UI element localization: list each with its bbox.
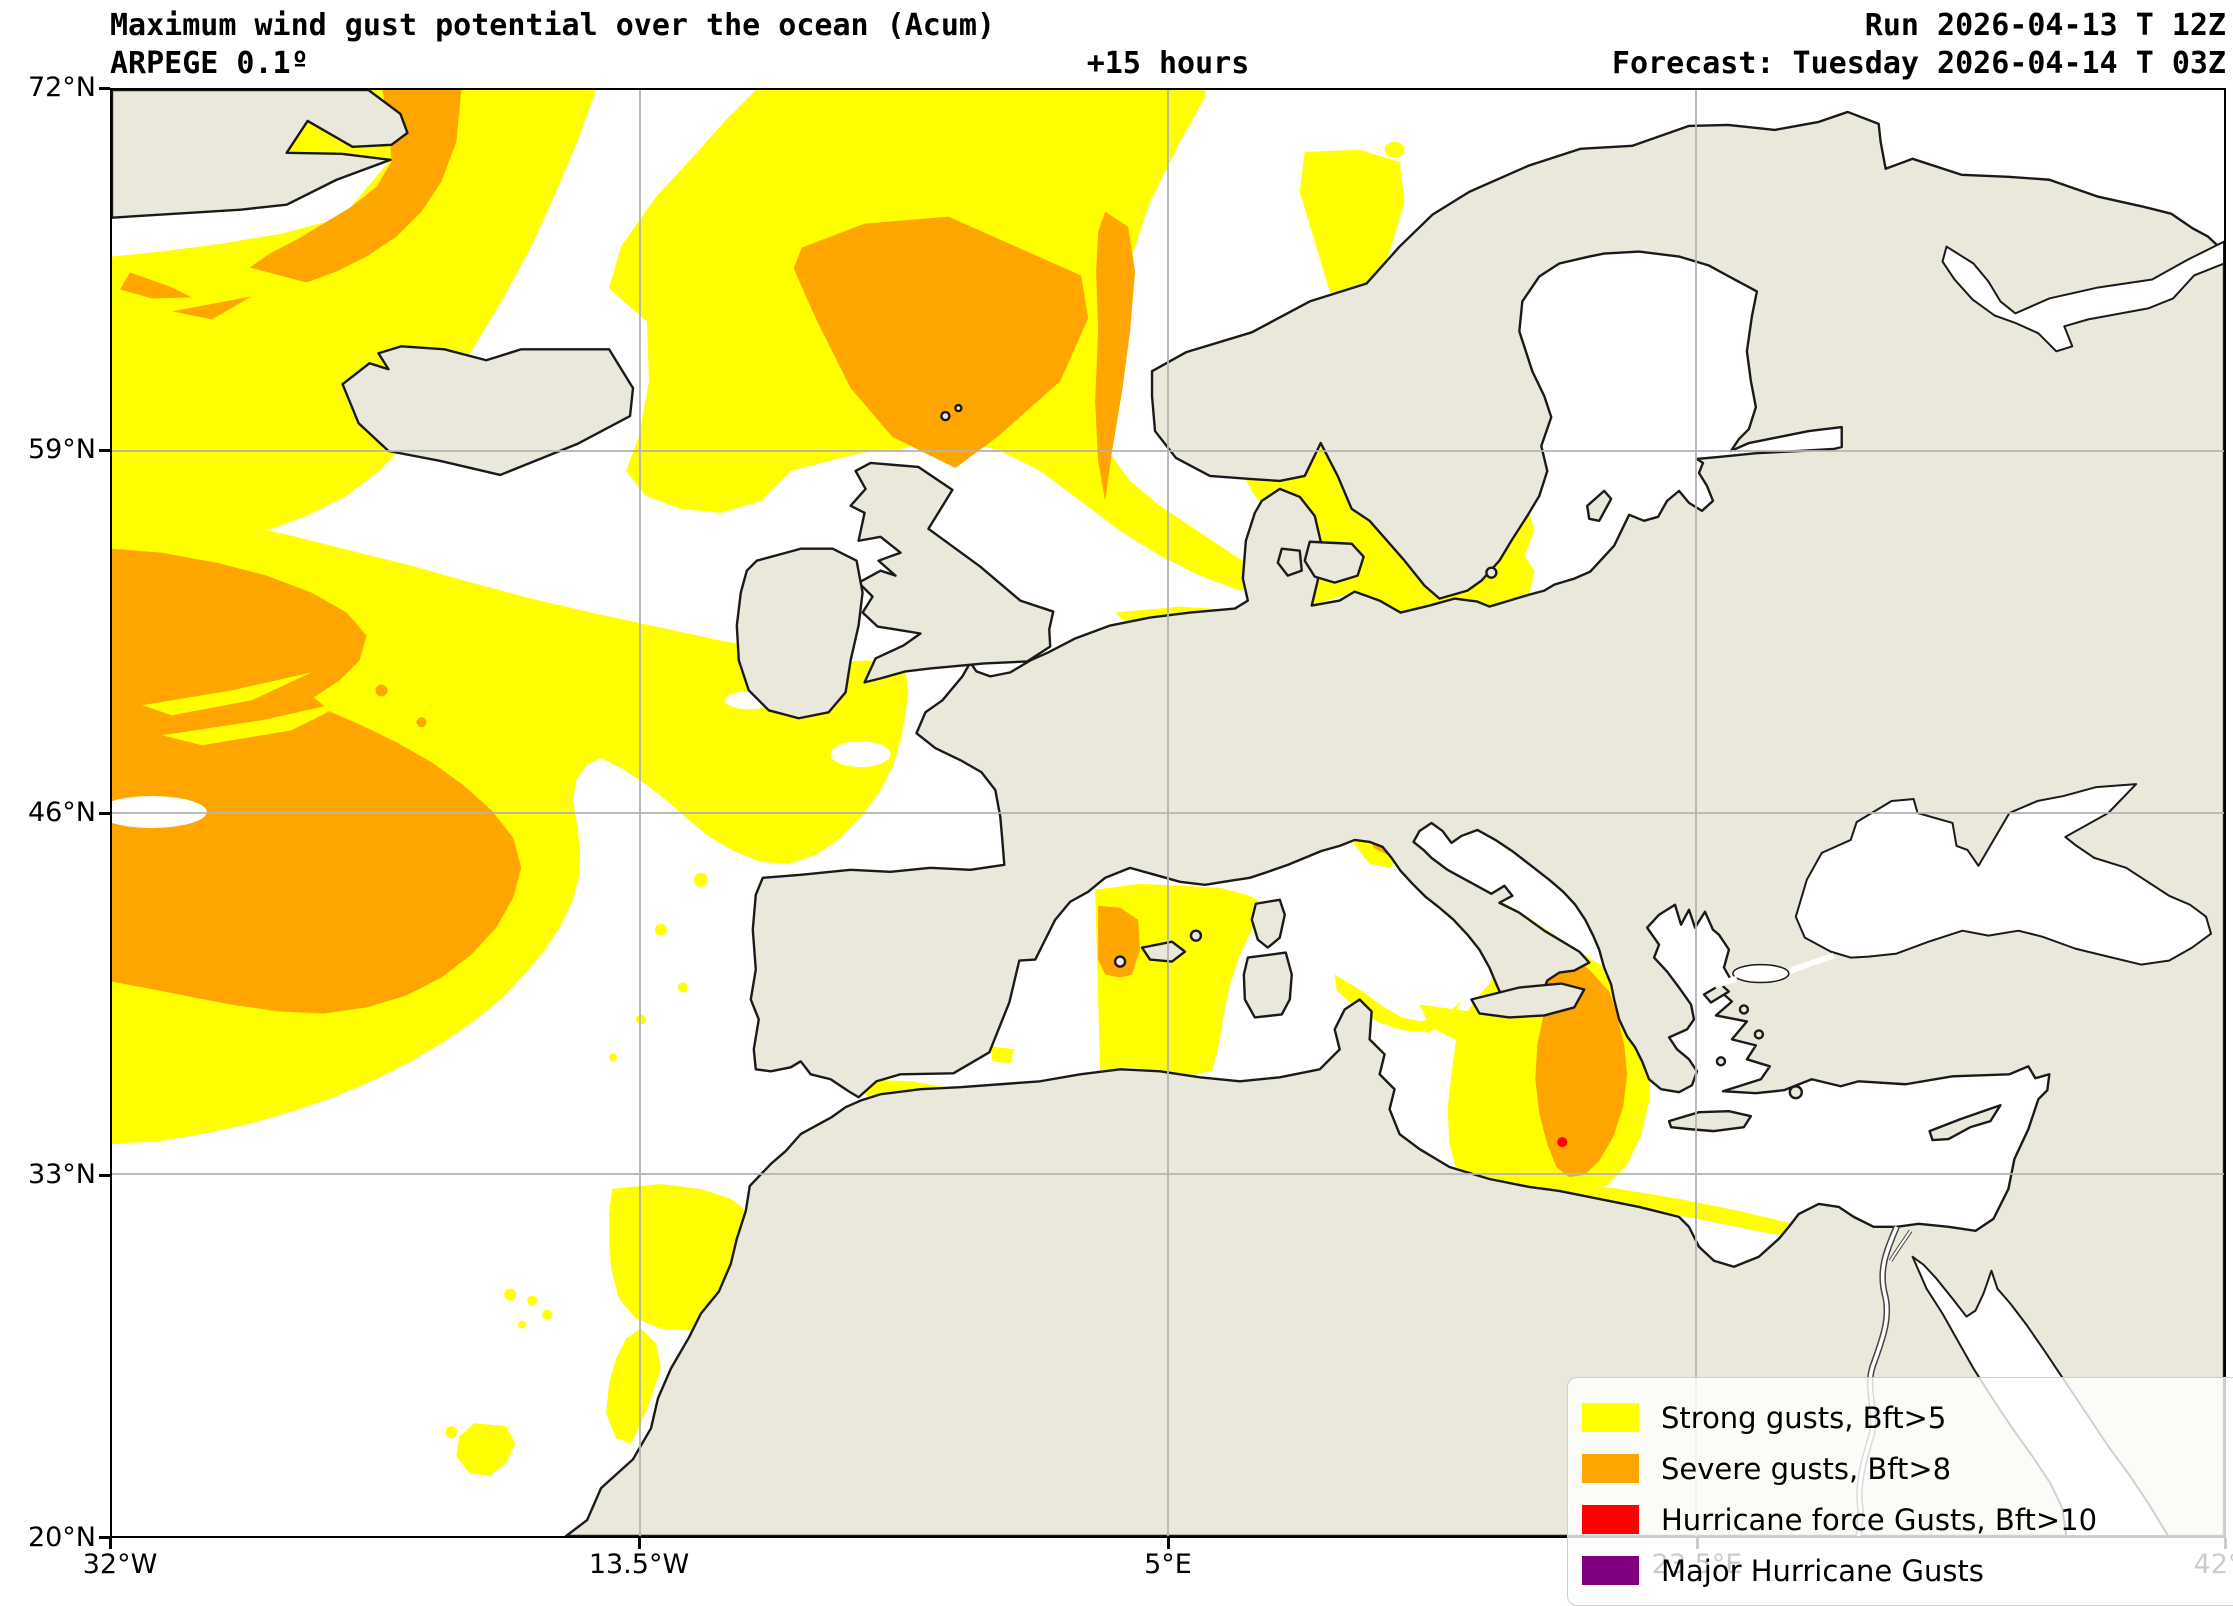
land-layer (112, 90, 2224, 1536)
region-zealand (1303, 540, 1365, 584)
region-bornholm (1485, 566, 1498, 579)
sea-black-sea (1794, 783, 2213, 966)
run-timestamp: Run 2026-04-13 T 12Z (1864, 8, 2226, 43)
region-greenland (112, 90, 409, 219)
gust-strong-sahara-patch (456, 1423, 516, 1477)
legend-swatch-hurricane (1582, 1505, 1639, 1534)
legend-label-hurricane: Hurricane force Gusts, Bft>10 (1661, 1502, 2098, 1537)
xtick-mark (109, 1538, 112, 1549)
region-euboea (1702, 983, 1731, 1004)
ytick-mark (99, 812, 110, 815)
gust-strong-sliver-b (161, 700, 352, 746)
ytick-72n: 72°N (27, 72, 96, 103)
gust-hurricane-ionian-dot (1557, 1137, 1568, 1148)
ytick-mark (99, 1174, 110, 1177)
region-iceland (341, 345, 635, 477)
gust-strong-spain-se-dot (991, 1046, 1015, 1064)
xtick-5e: 5°E (1144, 1549, 1192, 1580)
xtick-mark (638, 1538, 641, 1549)
gust-severe-norwegian-sea-blob (793, 216, 1089, 468)
gust-severe-atlantic-mass (112, 548, 522, 1014)
sea-white-sea (1941, 240, 2224, 353)
gust-strong-libya-coast-strip (1554, 1180, 1797, 1237)
region-mainland-eurasia-africa (564, 110, 2224, 1536)
legend-label-strong: Strong gusts, Bft>5 (1661, 1400, 1947, 1435)
sea-marmara (1732, 963, 1790, 984)
sea-dardanelles-strait (1714, 975, 1738, 989)
ytick-59n: 59°N (27, 434, 96, 465)
xtick-mark (1167, 1538, 1170, 1549)
gust-strong-speckles (609, 722, 727, 1062)
region-great-britain (849, 461, 1055, 684)
xtick-135w: 13.5°W (588, 1549, 690, 1580)
gust-severe-streak-2 (171, 296, 252, 320)
gust-severe-gulf-of-lion-core (1098, 905, 1141, 978)
legend-swatch-severe (1582, 1454, 1639, 1483)
forecast-timestamp: Forecast: Tuesday 2026-04-14 T 03Z (1611, 46, 2226, 81)
legend-item-hurricane: Hurricane force Gusts, Bft>10 (1582, 1494, 2233, 1545)
map-title: Maximum wind gust potential over the oce… (110, 8, 996, 43)
region-rhodes (1788, 1085, 1803, 1100)
legend-label-major: Major Hurricane Gusts (1661, 1553, 1984, 1588)
ytick-mark (99, 1536, 110, 1539)
gust-strong-dot (1384, 141, 1405, 158)
legend-item-major: Major Hurricane Gusts (1582, 1545, 2233, 1596)
region-funen (1276, 547, 1303, 577)
gust-severe-adriatic-ionian-band (1408, 851, 1628, 1177)
gust-strong-canary-speckles (445, 1288, 553, 1439)
region-corsica (1250, 898, 1286, 949)
region-sardinia (1242, 951, 1293, 1019)
legend-label-severe: Severe gusts, Bft>8 (1661, 1451, 1952, 1486)
gust-strong-morocco-strip (606, 1328, 661, 1444)
gust-severe-norway-coastal-streak (1095, 211, 1136, 501)
region-menorca (1189, 929, 1203, 942)
region-ibiza (1113, 955, 1127, 968)
model-label: ARPEGE 0.1º (110, 46, 309, 81)
sea-bosphorus-strait (1783, 952, 1835, 977)
graticule (112, 90, 2224, 1536)
region-cyprus (1928, 1103, 2002, 1142)
ytick-mark (99, 449, 110, 452)
map-plot-area: Strong gusts, Bft>5 Severe gusts, Bft>8 … (110, 88, 2233, 1606)
region-shetland (940, 403, 963, 422)
legend-swatch-major (1582, 1556, 1639, 1585)
ytick-33n: 33°N (27, 1159, 96, 1190)
gust-layer-severe (112, 90, 1628, 1177)
gust-severe-streak-1 (119, 272, 192, 299)
gust-strong-sliver-a (141, 672, 312, 716)
region-gotland (1586, 489, 1613, 523)
legend-item-strong: Strong gusts, Bft>5 (1582, 1392, 2233, 1443)
gust-severe-greenland-band (249, 90, 462, 283)
map-legend: Strong gusts, Bft>5 Severe gusts, Bft>8 … (1567, 1377, 2233, 1606)
region-sicily (1470, 982, 1586, 1019)
legend-swatch-strong (1582, 1403, 1639, 1432)
region-mallorca (1140, 940, 1187, 963)
legend-item-severe: Severe gusts, Bft>8 (1582, 1443, 2233, 1494)
xtick-32w: 32°W (82, 1549, 158, 1580)
map-canvas (112, 90, 2224, 1536)
ytick-46n: 46°N (27, 797, 96, 828)
ytick-mark (99, 87, 110, 90)
region-aegean-islets (1715, 1004, 1765, 1067)
region-crete (1667, 1109, 1753, 1133)
gust-severe-speckles (348, 684, 427, 754)
lead-time-label: +15 hours (1086, 46, 1250, 81)
ytick-20n: 20°N (27, 1522, 96, 1553)
gust-strong-greenland-swath (112, 90, 597, 539)
region-ireland (735, 547, 864, 720)
